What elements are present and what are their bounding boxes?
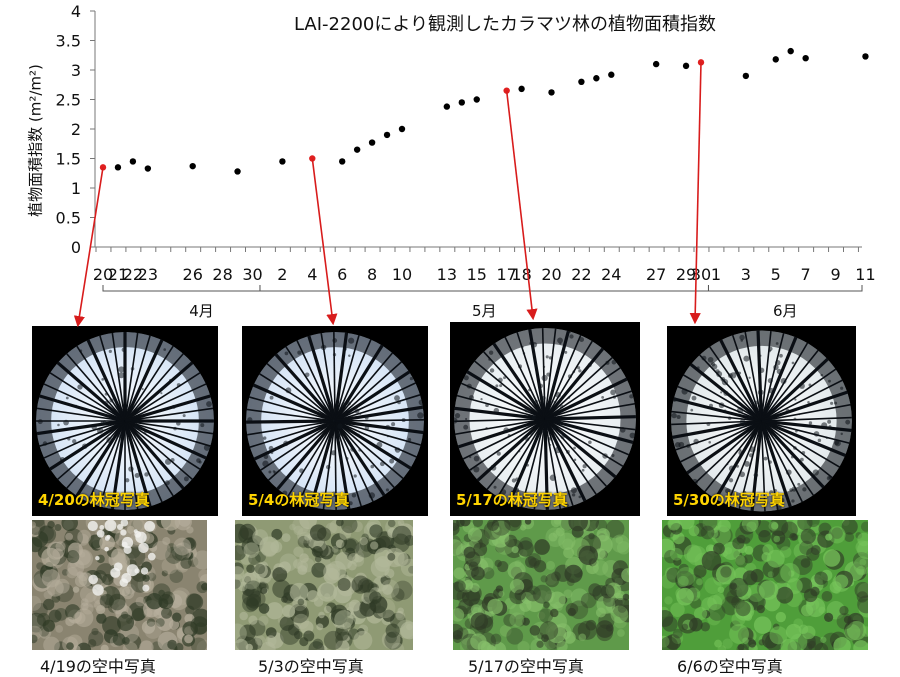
y-tick-label: 1.5 xyxy=(56,150,81,169)
data-point xyxy=(279,158,286,165)
x-tick-label: 29 xyxy=(676,265,696,284)
aerial-photo-0517 xyxy=(453,520,629,650)
x-tick-label: 9 xyxy=(830,265,840,284)
aerial-image xyxy=(235,520,413,650)
canopy-caption: 4/20の林冠写真 xyxy=(38,491,150,509)
x-tick-label: 23 xyxy=(138,265,158,284)
aerial-image xyxy=(662,520,868,650)
fisheye-image xyxy=(36,332,214,510)
x-tick-label: 11 xyxy=(855,265,875,284)
month-bracket xyxy=(102,285,261,292)
x-tick-label: 30 xyxy=(691,265,711,284)
x-tick-label: 10 xyxy=(392,265,412,284)
chart-area: 0 0.5 1 1.5 2 2.5 3 3.5 4 20 21 22 23 26 28 30 2 4 6 8 10 13 1… xyxy=(0,0,900,330)
y-tick-label: 0 xyxy=(71,238,81,257)
chart-title: LAI-2200により観測したカラマツ林の植物面積指数 xyxy=(293,14,716,35)
data-point xyxy=(443,103,451,110)
data-point xyxy=(742,72,750,80)
x-tick-label: 2 xyxy=(277,265,287,284)
aerial-caption-0517: 5/17の空中写真 xyxy=(468,657,584,676)
data-point xyxy=(339,158,346,165)
data-point xyxy=(652,60,660,68)
x-tick-label: 20 xyxy=(541,265,561,284)
data-point xyxy=(473,96,480,103)
aerial-photo-0419 xyxy=(32,520,207,650)
data-point xyxy=(189,162,196,170)
data-point xyxy=(144,165,152,172)
data-point xyxy=(787,47,794,55)
fisheye-image xyxy=(246,332,424,510)
data-point xyxy=(234,168,241,175)
x-tick-label: 4 xyxy=(307,265,317,284)
canopy-photo-0504: 5/4の林冠写真 xyxy=(242,326,428,516)
data-point xyxy=(353,146,361,153)
data-point xyxy=(383,131,391,139)
y-tick-label: 2.5 xyxy=(56,91,81,110)
highlight-point xyxy=(99,164,107,171)
highlight-point xyxy=(309,155,316,162)
month-label: 4月 xyxy=(189,302,214,320)
data-point xyxy=(772,56,779,63)
y-tick-label: 3 xyxy=(71,61,81,80)
y-tick-label: 4 xyxy=(71,2,81,21)
data-point xyxy=(682,62,690,70)
x-tick-label: 24 xyxy=(601,265,621,284)
canopy-caption: 5/17の林冠写真 xyxy=(456,491,568,509)
y-tick-label: 0.5 xyxy=(56,209,81,228)
x-tick-label: 21 xyxy=(108,265,128,284)
data-point xyxy=(114,164,122,171)
y-axis-label: 植物面積指数 (m²/m²) xyxy=(26,64,45,217)
canopy-caption: 5/30の林冠写真 xyxy=(673,491,785,509)
month-label: 5月 xyxy=(472,302,497,320)
x-tick-label: 22 xyxy=(123,265,143,284)
data-point xyxy=(518,85,525,93)
aerial-photo-0503 xyxy=(235,520,413,650)
canopy-photo-0517: 5/17の林冠写真 xyxy=(450,322,640,516)
x-tick-label: 26 xyxy=(183,265,203,284)
x-tick-label: 1 xyxy=(711,265,721,284)
data-point xyxy=(578,78,585,86)
highlight-point xyxy=(503,87,510,94)
x-tick-label: 28 xyxy=(212,265,232,284)
data-point xyxy=(368,139,376,146)
aerial-caption-0503: 5/3の空中写真 xyxy=(258,657,364,676)
y-tick-label: 1 xyxy=(71,179,81,198)
month-bracket xyxy=(707,285,863,292)
month-label: 6月 xyxy=(773,302,798,320)
x-tick-label: 5 xyxy=(771,265,781,284)
x-tick-label: 3 xyxy=(741,265,751,284)
x-tick-label: 18 xyxy=(511,265,531,284)
month-bracket xyxy=(259,285,709,292)
x-tick-label: 27 xyxy=(646,265,666,284)
data-point xyxy=(862,53,869,60)
fisheye-image xyxy=(454,328,636,510)
data-point xyxy=(129,158,137,165)
y-tick-label: 3.5 xyxy=(56,32,81,51)
y-tick-label: 2 xyxy=(71,120,81,139)
x-tick-label: 8 xyxy=(367,265,377,284)
canopy-caption: 5/4の林冠写真 xyxy=(248,491,350,509)
aerial-image xyxy=(32,520,207,650)
aerial-caption-0419: 4/19の空中写真 xyxy=(40,657,156,676)
highlight-point xyxy=(697,59,705,66)
data-point xyxy=(548,89,555,96)
data-point xyxy=(608,71,615,78)
x-tick-label: 22 xyxy=(571,265,591,284)
x-tick-label: 13 xyxy=(437,265,457,284)
x-tick-label: 6 xyxy=(337,265,347,284)
aerial-photo-0606 xyxy=(662,520,868,650)
aerial-caption-0606: 6/6の空中写真 xyxy=(677,657,783,676)
x-tick-label: 7 xyxy=(801,265,811,284)
aerial-image xyxy=(453,520,629,650)
data-point xyxy=(802,55,809,62)
data-point xyxy=(398,125,406,133)
canopy-photo-0420: 4/20の林冠写真 xyxy=(32,326,218,516)
x-tick-label: 30 xyxy=(242,265,262,284)
x-tick-label: 15 xyxy=(467,265,487,284)
data-point xyxy=(458,99,465,106)
canopy-photo-0530: 5/30の林冠写真 xyxy=(667,326,856,516)
data-point xyxy=(593,75,600,82)
fisheye-image xyxy=(671,330,852,512)
